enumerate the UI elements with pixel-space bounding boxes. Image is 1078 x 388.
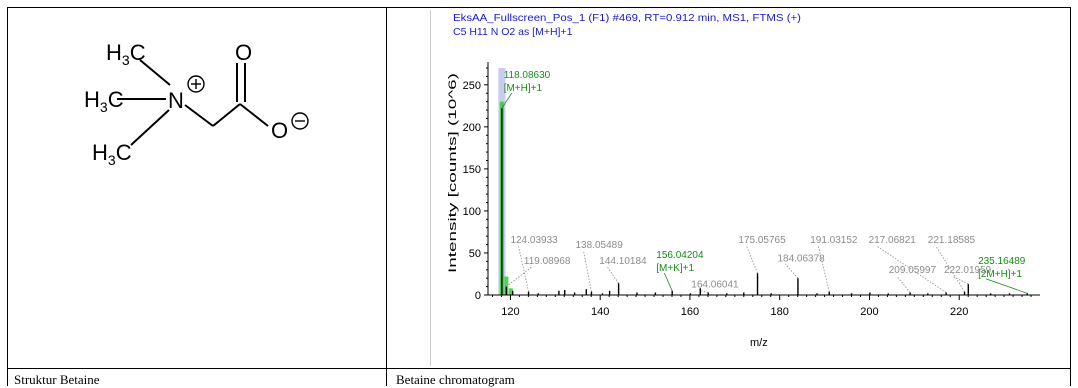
peak-mz-label: 217.06821 [869,235,917,246]
y-tick-label: 50 [469,248,481,260]
peak-label-leader [506,266,533,287]
peak-mz-label: 119.08968 [524,256,571,267]
peak-adduct-label: [2M+H]+1 [978,269,1022,280]
y-tick-label: 250 [463,80,481,92]
peak-mz-label: 184.06378 [777,253,825,264]
caption-divider [7,368,1071,369]
peak-label-leader [876,245,947,293]
x-tick-label: 140 [591,306,609,318]
methyl-top-label: H3C [106,40,146,68]
x-axis-label: m/z [750,337,768,349]
x-tick-label: 120 [501,306,519,318]
peak-label-leader [583,250,592,292]
peak-mz-label: 164.06041 [691,279,739,290]
peak-mz-label: 156.04204 [656,250,704,261]
chart-panel-border [430,10,431,366]
x-tick-label: 180 [771,306,789,318]
peak-mz-label: 138.05489 [576,240,624,251]
x-tick-label: 220 [950,306,968,318]
peak-mz-label: 124.03933 [510,235,558,246]
nitrogen-label: N [168,88,184,113]
x-tick-label: 160 [681,306,699,318]
structure-caption: Struktur Betaine [14,372,100,387]
column-divider [386,7,387,386]
chart-subtitle: C5 H11 N O2 as [M+H]+1 [453,26,573,38]
carbonyl-oxygen-label: O [235,40,252,65]
peak-label-leader [817,245,830,292]
peak-mz-label: 221.18585 [928,235,976,246]
peak-label-leader [663,272,673,291]
peak-mz-label: 118.08630 [504,70,551,81]
carboxylate-oxygen-label: O [271,118,288,143]
methyl-mid-label: H3C [84,87,124,115]
chart-caption: Betaine chromatogram [396,372,515,387]
methyl-bot-label: H3C [92,140,132,168]
positive-charge-icon [187,75,205,93]
negative-charge-icon [291,112,309,130]
mass-spectrum-chart: EksAA_Fullscreen_Pos_1 (F1) #469, RT=0.9… [447,12,1040,349]
molecule-bonds [117,59,269,146]
peak-label-leader [951,275,969,285]
peak-label-leader [518,245,529,292]
peak-adduct-label: [M+H]+1 [504,83,543,94]
peak-label-leader [896,275,911,293]
y-tick-label: 0 [475,290,481,302]
theory-peak [504,276,509,295]
y-tick-label: 100 [463,206,481,218]
peak-mz-label: 144.10184 [599,256,647,267]
table-frame [7,7,1071,386]
y-axis-label: Intensity [counts] (10^6) [447,73,459,273]
peak-label-leader [501,92,513,109]
theory-peak [508,288,513,295]
peak-adduct-label: [M+K]+1 [656,263,694,274]
peak-label-leader [935,245,965,292]
x-tick-label: 200 [860,306,878,318]
peak-mz-label: 222.01959 [944,265,992,276]
y-tick-label: 150 [463,164,481,176]
peak-mz-label: 209.05997 [889,265,937,276]
peak-label-leader [785,264,799,279]
peak-mz-label: 191.03152 [810,235,858,246]
peak-label-leader [606,266,619,284]
peak-mz-label: 235.16489 [978,256,1026,267]
betaine-structure: H3C H3C H3C N O O [84,40,309,168]
peak-label-leader [985,278,1028,294]
y-tick-label: 200 [463,122,481,134]
peak-label-leader [746,245,758,274]
chart-title: EksAA_Fullscreen_Pos_1 (F1) #469, RT=0.9… [453,12,801,24]
peak-mz-label: 175.05765 [738,235,786,246]
